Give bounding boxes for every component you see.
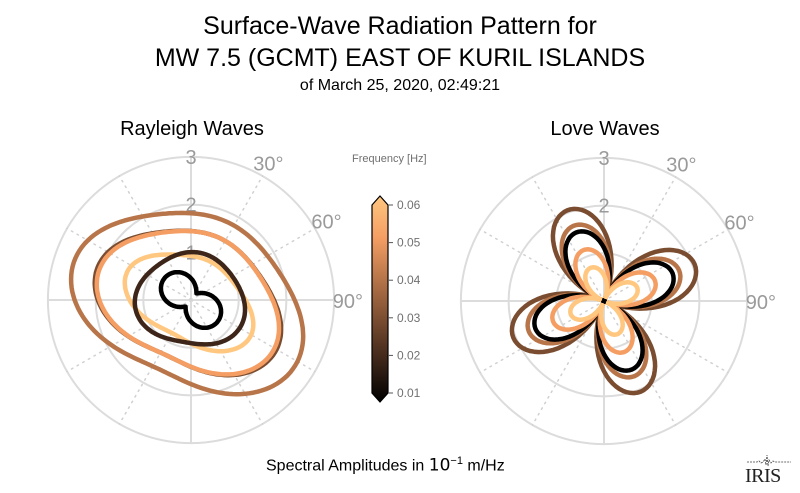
angular-gridline (118, 299, 192, 425)
angular-gridline (603, 300, 729, 374)
units-suffix: m/Hz (462, 457, 505, 475)
colorbar-tick-label: 0.06 (397, 198, 421, 212)
angular-gridline (479, 228, 605, 302)
series-curve-0.02 (132, 249, 248, 347)
theta-tick-label: 30° (253, 153, 283, 175)
units-prefix: Spectral Amplitudes in (266, 457, 429, 475)
amplitude-units-label: Spectral Amplitudes in 10−1 m/Hz (266, 455, 505, 475)
series-curve-0.04 (68, 210, 306, 397)
angular-gridline (603, 176, 677, 302)
colorbar-gradient (371, 195, 389, 403)
colorbar-tick-label: 0.03 (397, 311, 421, 325)
r-tick-label: 2 (185, 195, 196, 217)
rayleigh-panel-title: Rayleigh Waves (120, 118, 264, 140)
series-curve-0.01 (158, 269, 224, 331)
colorbar-tick-label: 0.01 (397, 386, 421, 400)
love-panel-title: Love Waves (550, 118, 660, 140)
r-tick-label: 3 (598, 148, 609, 170)
colorbar-tick-label: 0.04 (397, 273, 421, 287)
theta-tick-label: 60° (724, 213, 754, 235)
angular-gridline (190, 175, 264, 301)
angular-gridline (531, 300, 605, 426)
r-tick-label: 3 (185, 147, 196, 169)
units-exponent: −1 (450, 455, 463, 467)
theta-tick-label: 90° (746, 292, 776, 314)
colorbar-label: Frequency [Hz] (352, 153, 427, 165)
colorbar-tick-label: 0.02 (397, 348, 421, 362)
theta-tick-label: 30° (666, 154, 696, 176)
iris-logo-text: IRIS (745, 465, 781, 487)
colorbar: 0.06 0.05 0.04 0.03 0.02 0.01 (371, 195, 421, 403)
rayleigh-polar-axes: 123 30°60°90° (46, 147, 363, 445)
series-curve-0.05 (94, 228, 282, 377)
chart-subtitle: of March 25, 2020, 02:49:21 (299, 77, 501, 94)
angular-gridline (118, 175, 192, 301)
colorbar-tick-label: 0.05 (397, 236, 421, 250)
units-base: 10 (428, 455, 451, 476)
r-tick-label: 2 (598, 196, 609, 218)
seismogram-icon (747, 454, 791, 467)
chart-title-line1: Surface-Wave Radiation Pattern for (203, 12, 597, 40)
iris-logo: IRIS (745, 453, 795, 488)
theta-tick-label: 60° (311, 212, 341, 234)
series-curve-0.01 (601, 298, 607, 304)
chart-title-line2: MW 7.5 (GCMT) EAST OF KURIL ISLANDS (154, 44, 646, 72)
love-polar-axes: 2 3 30° 60° 90° (459, 148, 776, 446)
theta-tick-label: 90° (333, 291, 363, 313)
series-curve-0.06 (568, 265, 640, 337)
angular-gridline (190, 299, 264, 425)
